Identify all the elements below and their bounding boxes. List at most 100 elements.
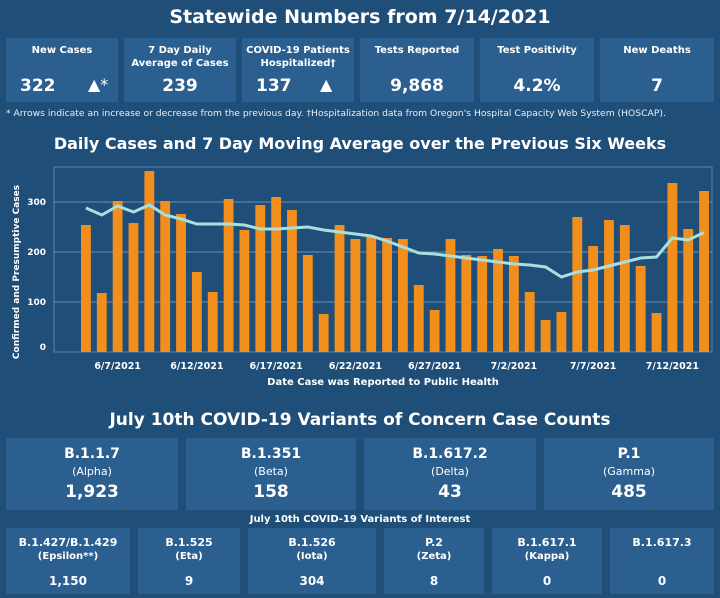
- footnote: * Arrows indicate an increase or decreas…: [6, 108, 666, 119]
- voi-card-zeta: P.2 (Zeta) 8: [384, 528, 484, 594]
- daily-cases-bar: [382, 238, 392, 352]
- x-tick-label: 6/7/2021: [94, 361, 141, 372]
- voi-card-b16173: B.1.617.3 0: [610, 528, 714, 594]
- daily-cases-bar: [540, 320, 551, 352]
- daily-cases-bar: [461, 255, 472, 352]
- variant-name: B.1.617.3: [632, 536, 692, 549]
- variant-greek: (Beta): [254, 465, 288, 478]
- daily-cases-bar: [572, 217, 583, 352]
- x-tick-label: 7/12/2021: [646, 361, 699, 372]
- daily-cases-bar: [96, 293, 107, 352]
- y-tick-label: 200: [27, 248, 46, 258]
- daily-cases-bar: [255, 205, 266, 352]
- kpi-label: Tests Reported: [374, 45, 460, 56]
- daily-cases-bar: [207, 292, 218, 352]
- kpi-value: 7: [651, 76, 663, 96]
- daily-cases-bar: [635, 266, 646, 352]
- variant-name: B.1.617.1: [517, 536, 577, 549]
- y-tick-label: 100: [27, 298, 46, 308]
- kpi-value: 322: [20, 76, 56, 96]
- daily-cases-bar: [651, 313, 662, 352]
- kpi-value: 4.2%: [513, 76, 561, 96]
- y-axis-label: Confirmed and Presumptive Cases: [12, 185, 22, 359]
- kpi-label: New Cases: [31, 45, 93, 56]
- kpi-tests-reported: Tests Reported 9,868: [360, 38, 474, 102]
- daily-cases-bar: [556, 312, 567, 352]
- daily-cases-bar: [619, 225, 630, 352]
- variant-name: B.1.351: [240, 446, 302, 462]
- daily-cases-bar: [112, 201, 123, 352]
- daily-cases-bar: [683, 229, 694, 352]
- variant-count: 158: [253, 482, 289, 502]
- kpi-7day-avg: 7 Day Daily Average of Cases 239: [124, 38, 236, 102]
- variant-greek: (Epsilon**): [37, 551, 99, 562]
- voi-card-kappa: B.1.617.1 (Kappa) 0: [492, 528, 602, 594]
- daily-cases-bar: [398, 239, 408, 352]
- variant-name: P.2: [425, 536, 443, 549]
- kpi-test-positivity: Test Positivity 4.2%: [480, 38, 594, 102]
- daily-cases-bar: [604, 220, 614, 352]
- voi-card-iota: B.1.526 (Iota) 304: [248, 528, 376, 594]
- daily-cases-bar: [477, 256, 488, 352]
- x-tick-label: 6/12/2021: [170, 361, 223, 372]
- kpi-label: New Deaths: [623, 45, 691, 56]
- voc-title: July 10th COVID-19 Variants of Concern C…: [109, 410, 611, 430]
- daily-cases-bar: [429, 310, 440, 352]
- kpi-new-cases: New Cases 322 ▲*: [6, 38, 118, 102]
- variant-name: P.1: [617, 446, 641, 462]
- daily-cases-bar: [588, 246, 599, 352]
- kpi-hospitalized: COVID-19 Patients Hospitalized† 137 ▲: [242, 38, 354, 102]
- variant-name: B.1.427/B.1.429: [18, 536, 118, 549]
- variant-greek: (Iota): [296, 551, 328, 562]
- y-tick-label: 0: [40, 343, 46, 353]
- daily-cases-bar: [223, 199, 234, 352]
- daily-cases-bar: [508, 256, 519, 352]
- variant-count: 1,150: [49, 574, 87, 588]
- x-tick-label: 6/17/2021: [250, 361, 303, 372]
- voc-card-gamma: P.1 (Gamma) 485: [544, 438, 714, 510]
- x-tick-label: 6/27/2021: [408, 361, 461, 372]
- daily-cases-bar: [366, 236, 377, 352]
- daily-cases-bar: [144, 171, 155, 352]
- daily-cases-bar: [302, 255, 313, 352]
- cases-chart: 0 100 200 300 6/7/2021 6/12/2021 6/17/2021 6/2…: [12, 166, 713, 388]
- daily-cases-bar: [318, 314, 329, 352]
- variant-greek: (Eta): [175, 551, 203, 562]
- voi-title: July 10th COVID-19 Variants of Interest: [249, 514, 471, 525]
- daily-cases-bar: [524, 292, 535, 352]
- daily-cases-bar: [667, 183, 678, 352]
- variant-greek: (Delta): [431, 465, 469, 478]
- voi-card-epsilon: B.1.427/B.1.429 (Epsilon**) 1,150: [6, 528, 130, 594]
- daily-cases-bar: [239, 230, 250, 352]
- voc-card-delta: B.1.617.2 (Delta) 43: [364, 438, 536, 510]
- voc-card-beta: B.1.351 (Beta) 158: [186, 438, 356, 510]
- daily-cases-bar: [287, 210, 297, 352]
- daily-cases-bar: [81, 225, 91, 352]
- variant-greek: (Alpha): [72, 465, 112, 478]
- variant-greek: (Gamma): [602, 465, 656, 478]
- x-tick-label: 7/7/2021: [570, 361, 617, 372]
- daily-cases-bar: [191, 272, 202, 352]
- daily-cases-bar: [699, 191, 709, 352]
- moving-average-line: [85, 203, 705, 279]
- kpi-label: 7 Day Daily Average of Cases: [131, 45, 229, 69]
- daily-cases-bar: [413, 285, 424, 352]
- daily-cases-bar: [445, 239, 456, 352]
- variant-count: 43: [438, 482, 462, 502]
- x-tick-label: 7/2/2021: [491, 361, 538, 372]
- variant-name: B.1.525: [165, 536, 213, 549]
- daily-cases-bar: [128, 223, 139, 352]
- up-arrow-icon: ▲*: [88, 75, 109, 94]
- kpi-value: 9,868: [390, 76, 444, 96]
- variant-name: B.1.617.2: [412, 446, 488, 462]
- variant-greek: (Zeta): [416, 551, 452, 562]
- voi-card-eta: B.1.525 (Eta) 9: [138, 528, 240, 594]
- variant-count: 1,923: [65, 482, 119, 502]
- daily-cases-bar: [176, 214, 186, 352]
- kpi-new-deaths: New Deaths 7: [600, 38, 714, 102]
- variant-greek: (Kappa): [524, 551, 570, 562]
- up-arrow-icon: ▲: [320, 75, 333, 94]
- kpi-value: 239: [162, 76, 198, 96]
- kpi-label: COVID-19 Patients Hospitalized†: [246, 45, 350, 69]
- chart-title: Daily Cases and 7 Day Moving Average ove…: [53, 134, 667, 153]
